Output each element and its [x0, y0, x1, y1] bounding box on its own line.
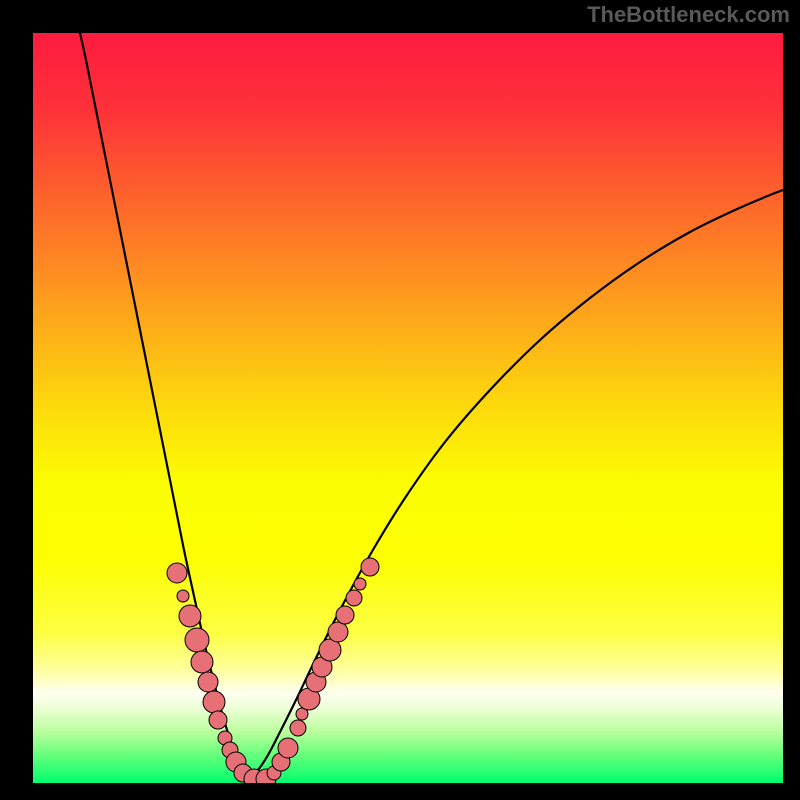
chart-root: TheBottleneck.com [0, 0, 800, 800]
data-marker [209, 711, 227, 729]
chart-svg [0, 0, 800, 800]
data-marker [278, 738, 298, 758]
data-marker [328, 622, 348, 642]
data-marker [198, 672, 218, 692]
data-marker [191, 651, 213, 673]
data-marker [177, 590, 189, 602]
data-marker [346, 590, 362, 606]
data-marker [179, 605, 201, 627]
data-marker [167, 563, 187, 583]
data-marker [203, 691, 225, 713]
curve-left [80, 33, 250, 777]
data-marker [361, 558, 379, 576]
data-marker [336, 606, 354, 624]
curve-right [250, 190, 783, 777]
data-marker [290, 720, 306, 736]
watermark-text: TheBottleneck.com [587, 2, 790, 28]
data-marker [185, 628, 209, 652]
data-marker [354, 578, 366, 590]
